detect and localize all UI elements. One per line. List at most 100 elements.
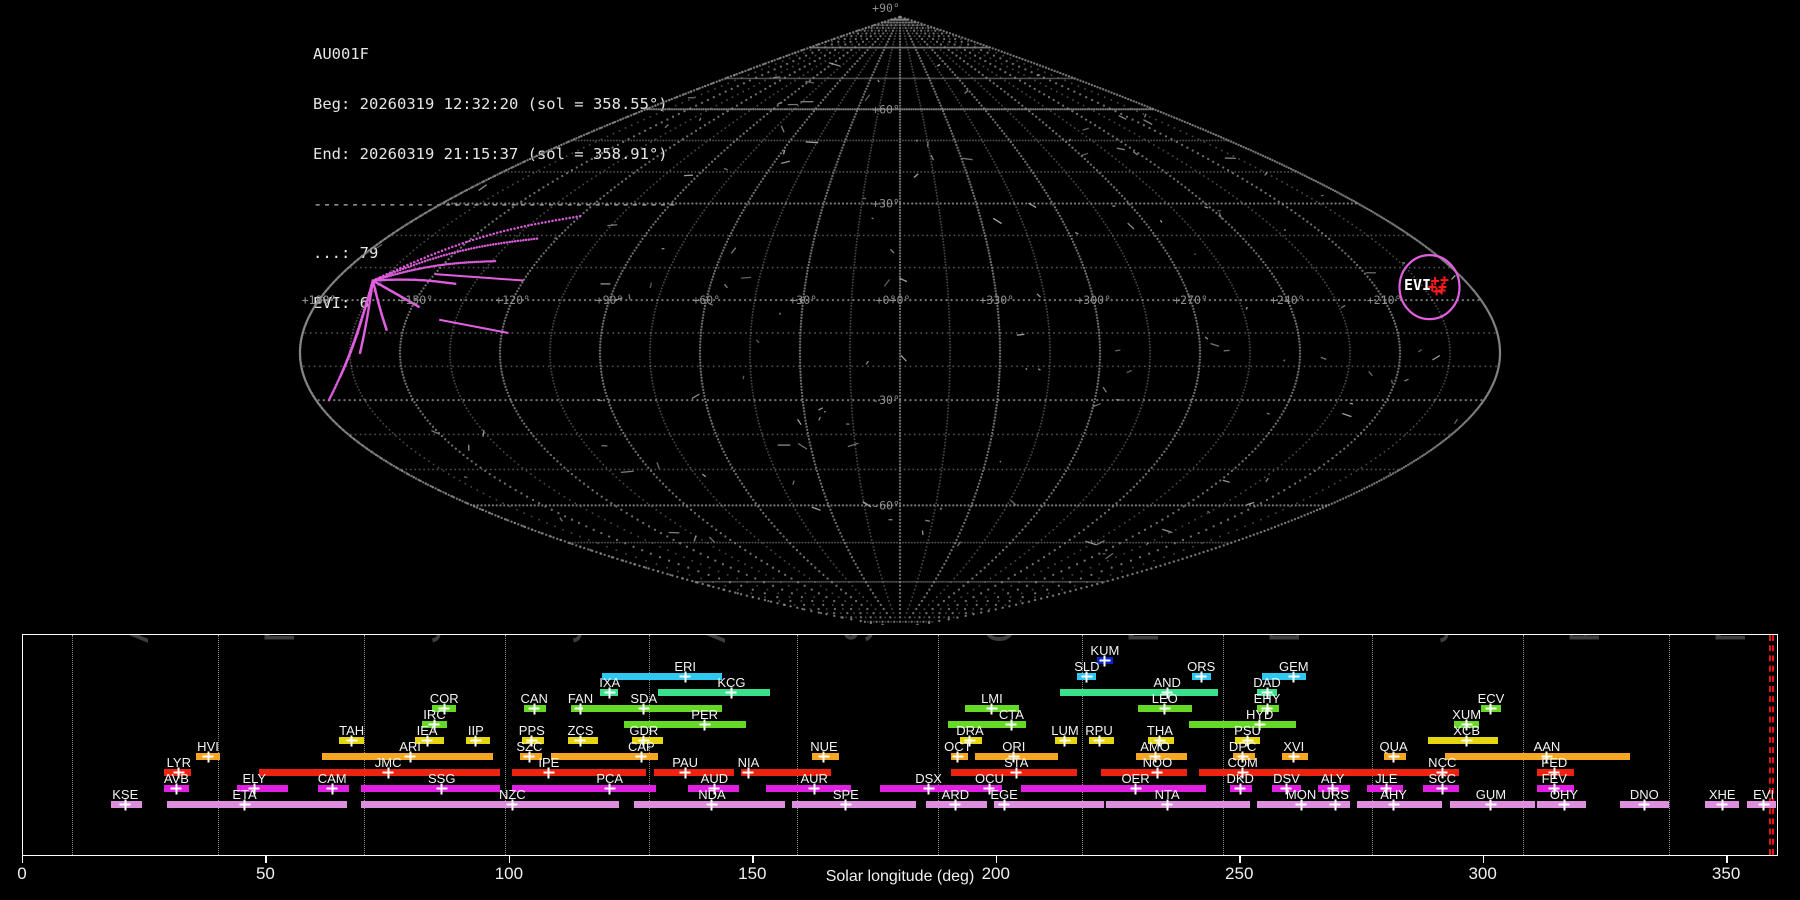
meteor-track	[453, 202, 458, 207]
meteor-track	[478, 184, 488, 192]
radiant-segment	[434, 273, 524, 282]
month-separator	[797, 635, 799, 855]
shower-code-label: KSE	[112, 787, 139, 802]
shower-code-label: FED	[1541, 755, 1568, 770]
shower-code-label: SLD	[1074, 659, 1100, 674]
meteor-track	[1320, 194, 1324, 197]
shower-peak-marker	[1237, 751, 1249, 762]
meteor-track	[962, 157, 973, 161]
shower-code-label: STA	[1004, 755, 1029, 770]
shower-code-label: URS	[1321, 787, 1349, 802]
shower-code-label: LEO	[1151, 691, 1178, 706]
meteor-track	[559, 517, 563, 522]
meteor-track	[1132, 151, 1139, 156]
shower-bar[interactable]	[1198, 769, 1423, 776]
meteor-track	[1283, 228, 1287, 232]
shower-peak-marker	[1558, 799, 1570, 810]
shower-bar[interactable]	[1262, 673, 1306, 680]
shower-code-label: AVB	[163, 771, 189, 786]
shower-bar[interactable]	[658, 689, 771, 696]
shower-peak-marker	[1149, 751, 1161, 762]
shower-bar[interactable]	[1106, 801, 1250, 808]
shower-bar[interactable]	[512, 785, 656, 792]
shower-bar[interactable]	[741, 769, 832, 776]
shower-bar[interactable]	[512, 769, 647, 776]
shower-code-label: AHY	[1380, 787, 1407, 802]
shower-code-label: OCT	[944, 739, 972, 754]
shower-code-label: CAN	[520, 691, 548, 706]
shower-peak-marker	[1008, 751, 1020, 762]
meteor-track	[1349, 402, 1354, 405]
shower-bar[interactable]	[361, 801, 620, 808]
shower-peak-marker	[1548, 783, 1560, 794]
shower-activity-timeline[interactable]: APR MAY JUN JUL AUG SEP OCT NOV DEC JAN FEB MAR KUM E…	[22, 634, 1778, 856]
shower-peak-marker	[1295, 799, 1307, 810]
shower-code-label: RPU	[1085, 723, 1113, 738]
shower-bar[interactable]	[1444, 753, 1630, 760]
shower-code-label: ARD	[941, 787, 970, 802]
meteor-track	[1453, 418, 1459, 425]
meteor-track	[1161, 528, 1173, 534]
meteor-track	[1159, 220, 1163, 223]
meteor-track	[792, 480, 795, 485]
shower-code-label: PAU	[672, 755, 699, 770]
shower-peak-marker	[421, 735, 433, 746]
shower-bar[interactable]	[948, 721, 1026, 728]
longitude-label: +240°	[1270, 293, 1305, 307]
shower-bar[interactable]	[361, 785, 501, 792]
shower-bar[interactable]	[551, 753, 659, 760]
shower-bar[interactable]	[1021, 785, 1207, 792]
shower-bar[interactable]	[259, 769, 501, 776]
shower-bar[interactable]	[653, 769, 734, 776]
evi-radiant-marker	[1428, 283, 1437, 292]
shower-peak-marker	[523, 751, 535, 762]
shower-peak-marker	[1161, 687, 1173, 698]
shower-bar[interactable]	[1060, 689, 1219, 696]
shower-peak-marker	[679, 671, 691, 682]
axis-tick-label: 300	[1468, 864, 1497, 883]
shower-bar[interactable]	[1189, 721, 1297, 728]
shower-code-label: CAM	[317, 771, 347, 786]
shower-peak-marker	[949, 799, 961, 810]
shower-bar[interactable]	[166, 801, 347, 808]
shower-bar[interactable]	[765, 785, 851, 792]
meteor-track	[1388, 472, 1392, 475]
shower-peak-marker	[173, 767, 185, 778]
meteor-track	[780, 125, 785, 133]
meteor-track	[797, 442, 808, 450]
shower-peak-marker	[952, 751, 964, 762]
shower-code-label: LUM	[1051, 723, 1079, 738]
shower-peak-marker	[1548, 767, 1560, 778]
shower-bar[interactable]	[582, 705, 722, 712]
meteor-track	[865, 360, 870, 365]
shower-bar[interactable]	[994, 801, 1104, 808]
shower-peak-marker	[964, 735, 976, 746]
shower-code-label: TAH	[339, 723, 365, 738]
shower-code-label: SPE	[832, 787, 859, 802]
meteor-track	[628, 294, 631, 300]
shower-bar[interactable]	[1257, 801, 1331, 808]
shower-bar[interactable]	[879, 785, 990, 792]
shower-bar[interactable]	[1135, 753, 1187, 760]
meteor-track	[1340, 304, 1346, 309]
shower-peak-marker	[1388, 751, 1400, 762]
shower-peak-marker	[1254, 719, 1266, 730]
shower-bar[interactable]	[237, 785, 289, 792]
sky-grid-labels: +90°+60°+30°+0°-30°-60°-90°+180°+150°+12…	[302, 1, 1402, 512]
shower-code-label: DAD	[1253, 675, 1281, 690]
shower-bar[interactable]	[624, 721, 747, 728]
shower-peak-marker	[1161, 799, 1173, 810]
shower-bar[interactable]	[1101, 769, 1187, 776]
shower-bar[interactable]	[602, 673, 722, 680]
longitude-label: +0°	[890, 293, 911, 307]
meteor-track	[864, 94, 871, 102]
meteor-track	[1222, 479, 1230, 483]
shower-peak-marker	[1261, 703, 1273, 714]
meteor-track	[1390, 379, 1394, 384]
shower-bar[interactable]	[1357, 801, 1443, 808]
shower-bar[interactable]	[792, 801, 917, 808]
meteor-track	[741, 276, 752, 279]
meteor-track	[999, 460, 1002, 463]
month-separator	[1223, 635, 1225, 855]
axis-tick-label: 0	[17, 864, 27, 883]
